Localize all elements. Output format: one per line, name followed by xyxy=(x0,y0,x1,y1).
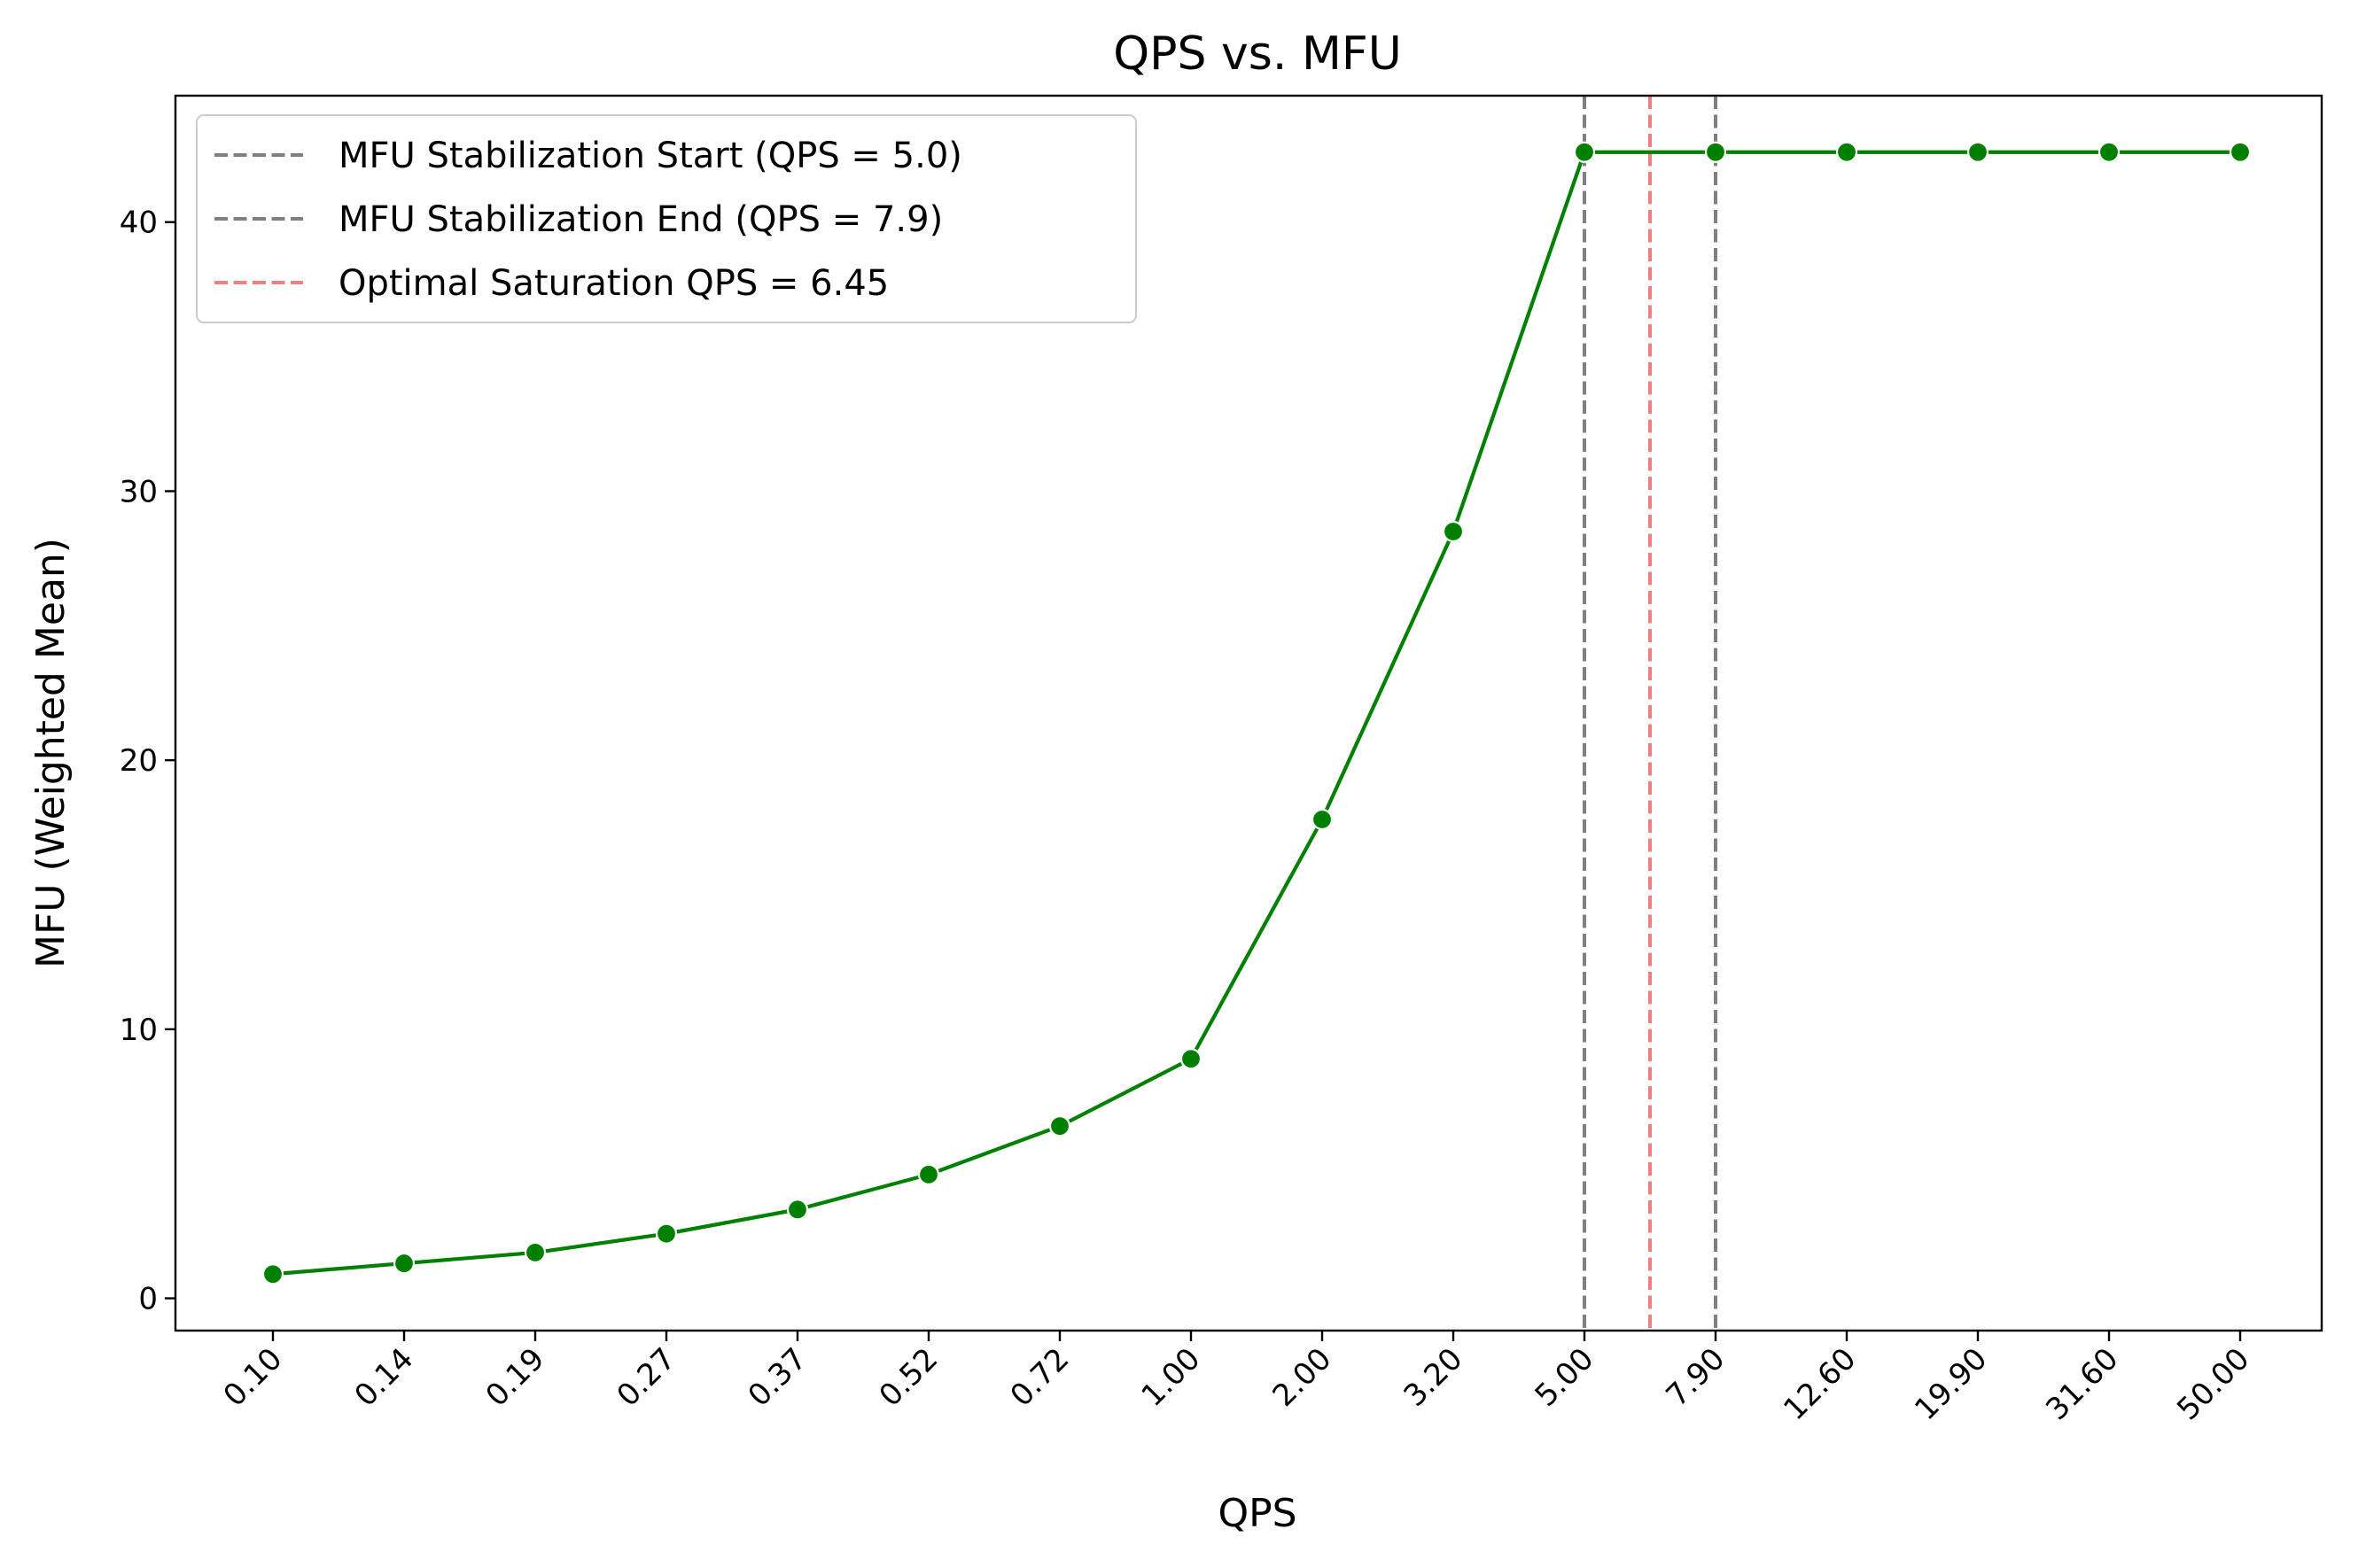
x-tick-label: 0.19 xyxy=(479,1341,552,1414)
legend-entry-label: MFU Stabilization Start (QPS = 5.0) xyxy=(339,136,962,176)
x-tick-label: 0.52 xyxy=(873,1341,946,1414)
data-point xyxy=(1835,141,1858,163)
x-tick-label: 31.60 xyxy=(2039,1341,2125,1427)
data-point xyxy=(1311,808,1334,831)
data-point xyxy=(1966,141,1989,163)
data-point xyxy=(1442,520,1465,543)
data-point xyxy=(1179,1048,1202,1070)
data-point xyxy=(1704,141,1727,163)
y-tick-label: 30 xyxy=(120,474,158,509)
x-tick-label: 2.00 xyxy=(1266,1341,1339,1414)
x-tick-label: 19.90 xyxy=(1908,1341,1994,1427)
data-point xyxy=(655,1223,678,1245)
chart-title: QPS vs. MFU xyxy=(1113,27,1402,81)
data-point xyxy=(524,1241,547,1264)
series-line xyxy=(272,150,2240,1277)
data-point xyxy=(1573,141,1596,163)
x-tick-label: 0.72 xyxy=(1004,1341,1077,1414)
data-point xyxy=(786,1199,809,1221)
x-tick-label: 1.00 xyxy=(1135,1341,1208,1414)
data-point xyxy=(2097,141,2121,163)
y-tick-label: 0 xyxy=(138,1282,158,1317)
y-tick-label: 20 xyxy=(120,743,158,779)
x-tick-label: 0.10 xyxy=(217,1341,290,1414)
legend-entry-label: Optimal Saturation QPS = 6.45 xyxy=(339,263,889,304)
x-tick-label: 7.90 xyxy=(1660,1341,1732,1414)
x-axis-title: QPS xyxy=(1218,1491,1296,1536)
x-axis: 0.10 0.14 0.19 0.27 0.37 0.52 0.72 1.00 2.00 3.20… xyxy=(217,1331,2256,1427)
data-point xyxy=(261,1263,284,1285)
plot-area xyxy=(261,96,2252,1331)
legend: MFU Stabilization Start (QPS = 5.0) MFU S… xyxy=(196,114,1137,323)
x-tick-label: 50.00 xyxy=(2170,1341,2256,1427)
y-axis-title: MFU (Weighted Mean) xyxy=(28,538,74,968)
data-point xyxy=(1048,1115,1071,1137)
y-tick-label: 10 xyxy=(120,1013,158,1048)
x-tick-label: 12.60 xyxy=(1777,1341,1863,1427)
x-tick-label: 0.14 xyxy=(348,1341,421,1414)
x-tick-label: 0.27 xyxy=(611,1341,683,1414)
data-point xyxy=(393,1252,416,1275)
y-tick-label: 40 xyxy=(120,206,158,241)
legend-box xyxy=(196,114,1137,323)
data-point xyxy=(2229,141,2252,163)
x-tick-label: 3.20 xyxy=(1397,1341,1470,1414)
legend-entry-label: MFU Stabilization End (QPS = 7.9) xyxy=(339,199,943,240)
x-tick-label: 5.00 xyxy=(1529,1341,1601,1414)
y-axis: 0 10 20 30 40 xyxy=(120,206,175,1317)
plot-frame xyxy=(174,94,2323,1332)
data-point xyxy=(917,1163,940,1185)
x-tick-label: 0.37 xyxy=(742,1341,814,1414)
